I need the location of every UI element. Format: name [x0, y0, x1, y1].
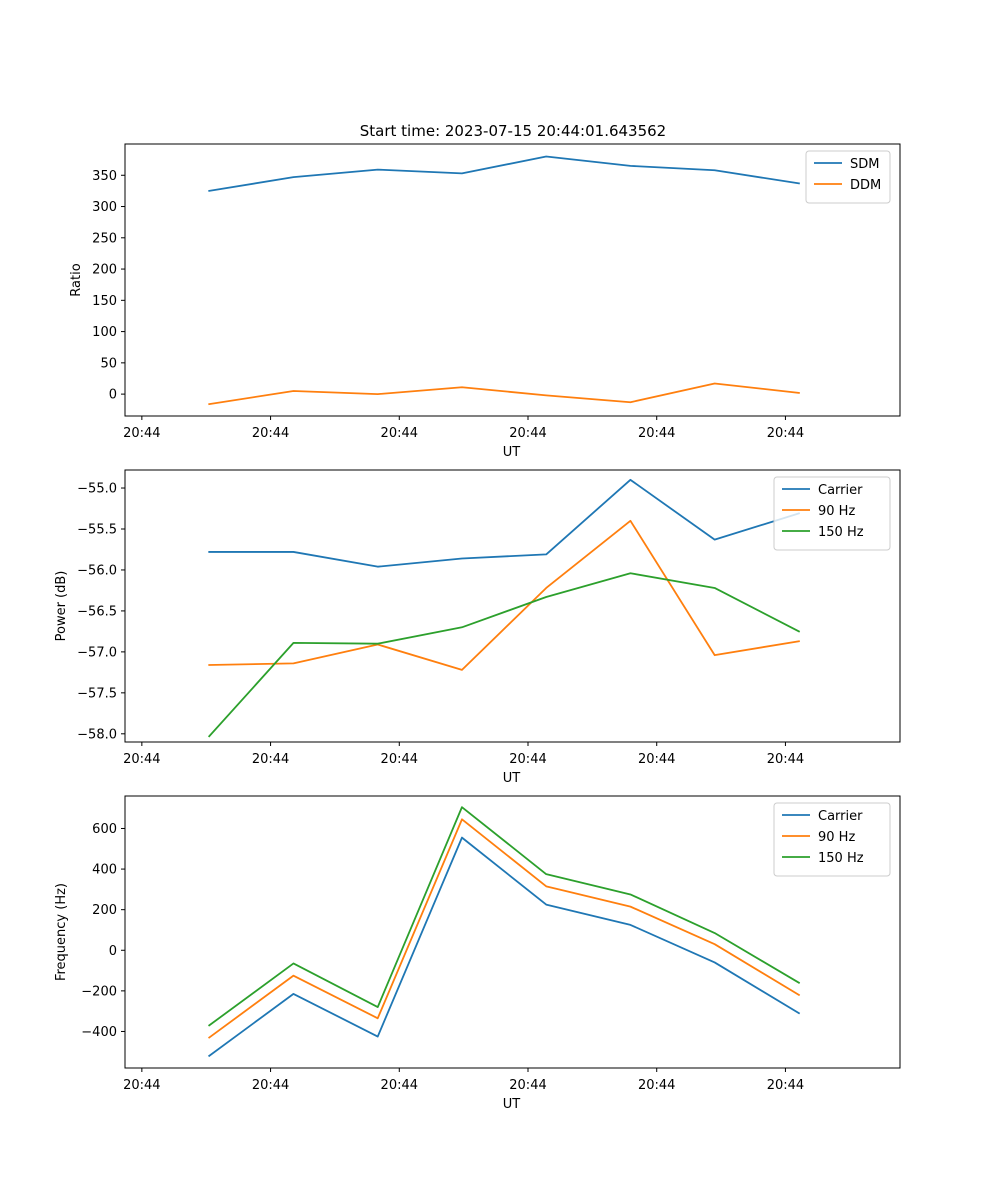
axes-frame-1: [124, 143, 901, 417]
series-line-carrier: [208, 478, 801, 568]
x-tick-label: 20:44: [767, 426, 804, 441]
y-tick-label: 100: [92, 325, 117, 340]
legend-label: SDM: [850, 157, 879, 172]
legend-label: Carrier: [818, 483, 863, 498]
series-line-sdm: [208, 155, 800, 192]
series-line-90-hz: [208, 519, 800, 671]
x-tick-label: 20:44: [509, 752, 546, 767]
x-tick-label: 20:44: [767, 752, 804, 767]
x-tick-label: 20:44: [638, 752, 675, 767]
x-tick-label: 20:44: [381, 752, 418, 767]
y-tick-label: 200: [92, 903, 117, 918]
y-tick-label: 0: [109, 388, 117, 403]
y-axis-label: Frequency (Hz): [54, 883, 69, 981]
y-tick-label: 200: [92, 263, 117, 278]
legend-label: Carrier: [818, 809, 863, 824]
x-tick-label: 20:44: [381, 1078, 418, 1093]
chart-root: 0 50 100 150 200 250 300 350 20:44 20:44 20:44 20:4…: [54, 143, 901, 1112]
y-tick-label: −400: [81, 1025, 117, 1040]
x-tick-label: 20:44: [123, 1078, 160, 1093]
y-tick-label: −55.5: [77, 522, 117, 537]
y-tick-label: 300: [92, 200, 117, 215]
series-line-150-hz: [207, 572, 801, 738]
subplot-3: −400 −200 0 200 400 600 20:44 20:44 20:44 20:44 20…: [54, 795, 901, 1112]
legend-label: DDM: [850, 178, 881, 193]
x-tick-label: 20:44: [509, 426, 546, 441]
legend-label: 150 Hz: [818, 525, 864, 540]
y-tick-label: −200: [81, 984, 117, 999]
y-tick-label: −56.5: [77, 604, 117, 619]
legend-box: [805, 150, 891, 204]
x-axis-label: UT: [503, 1097, 521, 1112]
y-tick-label: −58.0: [77, 727, 117, 742]
legend-label: 90 Hz: [818, 504, 855, 519]
series-line-ddm: [208, 382, 800, 406]
x-tick-label: 20:44: [123, 426, 160, 441]
axes-frame-2: [124, 469, 901, 743]
y-tick-label: −57.0: [77, 645, 117, 660]
subplot-1: 0 50 100 150 200 250 300 350 20:44 20:44 20:44 20:4…: [69, 143, 901, 460]
subplot-2: −58.0 −57.5 −57.0 −56.5 −56.0 −55.5 −55.0 20:44…: [54, 469, 901, 786]
y-tick-label: 350: [92, 169, 117, 184]
x-tick-label: 20:44: [509, 1078, 546, 1093]
x-tick-label: 20:44: [252, 426, 289, 441]
y-tick-label: 50: [100, 356, 117, 371]
x-tick-label: 20:44: [252, 752, 289, 767]
x-tick-label: 20:44: [638, 1078, 675, 1093]
x-tick-label: 20:44: [252, 1078, 289, 1093]
x-tick-label: 20:44: [638, 426, 675, 441]
legend-3: Carrier 90 Hz 150 Hz: [773, 802, 891, 877]
x-axis-label: UT: [503, 771, 521, 786]
series-line-90-hz: [207, 818, 801, 1039]
legend-label: 150 Hz: [818, 851, 864, 866]
y-tick-label: −55.0: [77, 482, 117, 497]
axes-frame-3: [124, 795, 901, 1069]
y-axis-label: Power (dB): [54, 571, 69, 642]
y-tick-label: 250: [92, 231, 117, 246]
series-line-150-hz: [207, 806, 801, 1027]
series-line-carrier: [207, 836, 801, 1058]
y-tick-label: −57.5: [77, 686, 117, 701]
y-tick-label: −56.0: [77, 563, 117, 578]
y-tick-label: 150: [92, 294, 117, 309]
legend-1: SDM DDM: [805, 150, 891, 204]
x-tick-label: 20:44: [767, 1078, 804, 1093]
x-axis-label: UT: [503, 445, 521, 460]
y-axis-label: Ratio: [69, 263, 84, 296]
figure-title: Start time: 2023-07-15 20:44:01.643562: [360, 122, 666, 140]
y-tick-label: 600: [92, 822, 117, 837]
legend-2: Carrier 90 Hz 150 Hz: [773, 476, 891, 551]
x-tick-label: 20:44: [123, 752, 160, 767]
y-tick-label: 0: [109, 944, 117, 959]
legend-label: 90 Hz: [818, 830, 855, 845]
x-tick-label: 20:44: [381, 426, 418, 441]
y-tick-label: 400: [92, 863, 117, 878]
